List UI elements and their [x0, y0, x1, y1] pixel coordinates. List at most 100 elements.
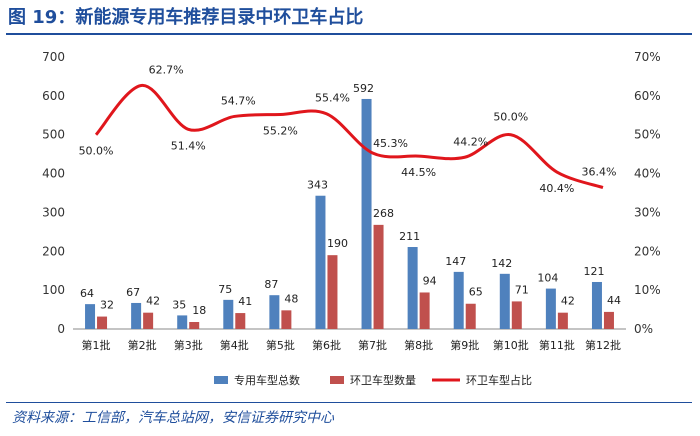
bar-total-label: 121: [583, 265, 604, 278]
bar-sanitation: [465, 303, 476, 329]
y-right-tick-label: 20%: [634, 244, 661, 258]
bar-sanitation-label: 41: [238, 295, 252, 308]
bar-total-label: 87: [264, 278, 278, 291]
bar-sanitation: [143, 312, 154, 329]
chart-labels: 64 67 35 75 87 343 592 211 147 142 104 121 32 42 18 41 4…: [79, 63, 621, 317]
line-share-label: 50.0%: [79, 145, 114, 158]
x-category-label: 第4批: [220, 338, 249, 352]
bar-total-label: 35: [172, 298, 186, 311]
y-right-tick-label: 60%: [634, 89, 661, 103]
bar-sanitation: [235, 313, 246, 329]
line-share-label: 44.2%: [453, 135, 488, 148]
line-share-label: 36.4%: [581, 166, 616, 179]
bar-sanitation-label: 190: [327, 237, 348, 250]
bar-sanitation: [281, 310, 292, 329]
y-left-tick-label: 500: [42, 128, 65, 142]
bar-sanitation: [189, 322, 200, 329]
x-category-label: 第6批: [312, 338, 341, 352]
bar-total-label: 592: [353, 82, 374, 95]
y-left-tick-label: 400: [42, 167, 65, 181]
chart-bars: [85, 98, 614, 329]
x-category-label: 第11批: [539, 338, 575, 352]
bar-sanitation-label: 268: [373, 207, 394, 220]
legend-label: 环卫车型数量: [350, 373, 416, 387]
x-category-label: 第9批: [450, 338, 479, 352]
bar-sanitation: [511, 301, 522, 329]
line-share-label: 62.7%: [149, 63, 184, 76]
bar-total-label: 67: [126, 286, 140, 299]
x-category-label: 第8批: [404, 338, 433, 352]
bar-total: [361, 98, 372, 329]
bar-total: [85, 304, 96, 329]
bar-total-label: 343: [307, 179, 328, 192]
y-right-tick-label: 0%: [634, 322, 653, 336]
page-title: 图 19：新能源专用车推荐目录中环卫车占比: [8, 7, 364, 28]
y-left-tick-label: 700: [42, 50, 65, 64]
line-share-label: 54.7%: [221, 94, 256, 107]
x-category-label: 第3批: [174, 338, 203, 352]
bar-sanitation: [373, 224, 384, 329]
chart: 0 100 200 300 400 500 600 700 0% 10% 20% 30% 40% 50% 6…: [42, 50, 661, 387]
line-share-label: 40.4%: [539, 182, 574, 195]
bar-sanitation-label: 42: [146, 295, 160, 308]
bar-total: [177, 315, 188, 329]
x-category-label: 第5批: [266, 338, 295, 352]
line-sanitation-share: [94, 83, 604, 189]
chart-legend: 专用车型总数 环卫车型数量 环卫车型占比: [214, 373, 532, 387]
bar-sanitation: [419, 292, 430, 329]
bar-sanitation: [97, 316, 108, 329]
x-category-label: 第7批: [358, 338, 387, 352]
y-right-tick-label: 30%: [634, 205, 661, 219]
bar-total: [545, 288, 556, 329]
bar-sanitation-label: 71: [515, 283, 529, 296]
line-share-label: 50.0%: [493, 111, 528, 124]
line-share-label: 55.2%: [263, 125, 298, 138]
bar-sanitation: [603, 311, 614, 329]
bar-total: [131, 302, 142, 329]
title-divider: [6, 33, 692, 35]
line-share-label: 44.5%: [401, 166, 436, 179]
bar-total: [591, 281, 602, 329]
y-left-tick-label: 200: [42, 244, 65, 258]
y-left-tick-label: 100: [42, 283, 65, 297]
bar-sanitation-label: 42: [561, 295, 575, 308]
bar-sanitation-label: 44: [607, 294, 621, 307]
bar-total: [315, 195, 326, 329]
legend-swatch: [214, 376, 228, 384]
y-right-tick-label: 70%: [634, 50, 661, 64]
y-right-tick-label: 50%: [634, 128, 661, 142]
chart-line: [94, 83, 604, 189]
bar-total: [499, 273, 510, 329]
bar-sanitation-label: 48: [284, 292, 298, 305]
x-category-label: 第2批: [128, 338, 157, 352]
bar-total: [223, 299, 234, 329]
bar-total-label: 147: [445, 255, 466, 268]
bar-sanitation-label: 18: [192, 304, 206, 317]
y-left-tick-label: 600: [42, 89, 65, 103]
legend-label: 专用车型总数: [234, 373, 300, 387]
line-share-label: 45.3%: [373, 137, 408, 150]
legend-label: 环卫车型占比: [466, 373, 532, 387]
source-divider: [6, 402, 692, 403]
bar-total-label: 142: [491, 257, 512, 270]
x-category-label: 第1批: [82, 338, 111, 352]
bar-sanitation-label: 32: [100, 299, 114, 312]
bar-sanitation-label: 65: [469, 286, 483, 299]
bar-total-label: 64: [80, 287, 94, 300]
legend-swatch: [330, 376, 344, 384]
bar-total-label: 211: [399, 230, 420, 243]
line-share-label: 55.4%: [315, 92, 350, 105]
bar-total-label: 75: [218, 283, 232, 296]
y-left-tick-label: 300: [42, 205, 65, 219]
bar-sanitation: [327, 255, 338, 329]
x-category-label: 第10批: [493, 338, 529, 352]
chart-axes: 0 100 200 300 400 500 600 700 0% 10% 20% 30% 40% 50% 6…: [42, 50, 661, 352]
bar-sanitation-label: 94: [423, 274, 437, 287]
source-note: 资料来源：工信部，汽车总站网，安信证券研究中心: [12, 410, 334, 426]
x-category-label: 第12批: [585, 338, 621, 352]
bar-sanitation: [557, 312, 568, 329]
y-right-tick-label: 10%: [634, 283, 661, 297]
bar-total: [269, 295, 280, 329]
line-share-label: 51.4%: [171, 139, 206, 152]
bar-total: [453, 271, 464, 329]
